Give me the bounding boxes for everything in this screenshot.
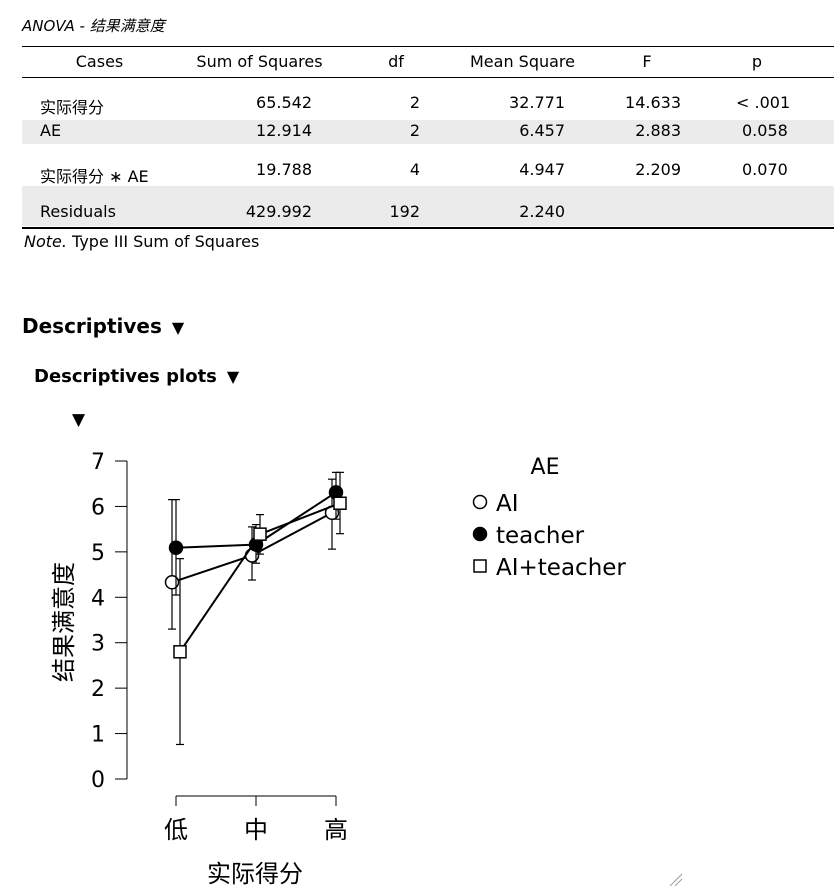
header-cases: Cases <box>75 52 124 71</box>
header-mean-square: Mean Square <box>469 52 575 71</box>
data-point <box>173 645 187 659</box>
row-stripe <box>22 186 834 226</box>
row-ss: 429.992 <box>245 202 312 221</box>
row-cases: AE <box>40 121 62 140</box>
legend-marker <box>472 494 488 510</box>
legend-marker <box>472 526 488 542</box>
data-point <box>253 527 267 541</box>
row-df: 2 <box>409 93 420 112</box>
chevron-down-icon: ▼ <box>171 318 185 337</box>
table-top-rule <box>22 46 834 47</box>
x-axis-label: 实际得分 <box>207 860 303 886</box>
legend-label: AI+teacher <box>496 555 626 581</box>
header-df: df <box>388 52 404 71</box>
anova-title: ANOVA - 结果满意度 <box>22 17 165 35</box>
legend-label: teacher <box>496 523 585 549</box>
plot-axes: 结果满意度 实际得分 0 1 2 3 4 5 6 7 低 中 高 <box>50 450 348 886</box>
legend-title: AE <box>531 455 560 480</box>
x-tick-label: 中 <box>244 816 268 844</box>
data-point <box>164 575 180 590</box>
row-df: 192 <box>389 202 420 221</box>
table-bottom-rule <box>22 227 834 229</box>
series-ai-teacher <box>173 471 347 746</box>
row-cases: 实际得分 ∗ AE <box>40 167 149 186</box>
x-tick-label: 高 <box>324 816 348 844</box>
legend-label: AI <box>496 491 519 517</box>
note-label: Note. <box>24 232 67 251</box>
row-f: 2.883 <box>635 121 681 140</box>
y-tick-label: 2 <box>91 677 105 702</box>
series-ai <box>164 478 340 630</box>
y-tick-label: 6 <box>91 495 105 520</box>
legend-marker <box>473 559 487 573</box>
row-df: 2 <box>409 121 420 140</box>
row-ms: 6.457 <box>519 121 565 140</box>
header-sum-of-squares: Sum of Squares <box>196 52 323 71</box>
plot-collapse-toggle[interactable]: ▼ <box>72 410 86 430</box>
row-df: 4 <box>409 160 420 179</box>
row-p: 0.070 <box>742 160 788 179</box>
y-axis-label: 结果满意度 <box>50 562 78 682</box>
x-tick-label: 低 <box>164 816 188 844</box>
row-ms: 4.947 <box>519 160 565 179</box>
data-point <box>168 540 184 556</box>
series-teacher <box>168 471 344 596</box>
table-note: Note. Type III Sum of Squares <box>24 232 259 251</box>
row-f: 14.633 <box>625 93 681 112</box>
y-tick-label: 0 <box>91 768 105 793</box>
descriptives-plots-title: Descriptives plots <box>34 366 217 387</box>
header-rule <box>22 77 834 78</box>
header-p: p <box>751 52 763 71</box>
chevron-down-icon: ▼ <box>226 367 240 386</box>
row-p: 0.058 <box>742 121 788 140</box>
row-cases: Residuals <box>40 202 116 221</box>
data-point <box>333 496 347 510</box>
row-p: < .001 <box>736 93 791 112</box>
row-stripe <box>22 120 834 144</box>
y-tick-label: 4 <box>91 586 105 611</box>
row-ss: 19.788 <box>256 160 312 179</box>
note-text: Type III Sum of Squares <box>66 232 260 251</box>
descriptives-plots-toggle[interactable]: Descriptives plots ▼ <box>34 366 239 387</box>
row-ss: 65.542 <box>256 93 312 112</box>
header-f: F <box>642 52 652 71</box>
row-cases: 实际得分 <box>40 98 105 117</box>
resize-handle-icon[interactable] <box>668 872 684 886</box>
legend: AE AI teacher AI+teacher <box>472 455 626 581</box>
descriptives-section-toggle[interactable]: Descriptives ▼ <box>22 314 184 338</box>
descriptives-title: Descriptives <box>22 314 162 338</box>
row-ms: 2.240 <box>519 202 565 221</box>
y-tick-label: 5 <box>91 541 105 566</box>
plot-series <box>164 471 347 746</box>
y-tick-label: 1 <box>91 723 105 748</box>
row-f: 2.209 <box>635 160 681 179</box>
y-tick-label: 3 <box>91 632 105 657</box>
row-ss: 12.914 <box>256 121 312 140</box>
y-tick-label: 7 <box>91 450 105 475</box>
row-ms: 32.771 <box>509 93 565 112</box>
